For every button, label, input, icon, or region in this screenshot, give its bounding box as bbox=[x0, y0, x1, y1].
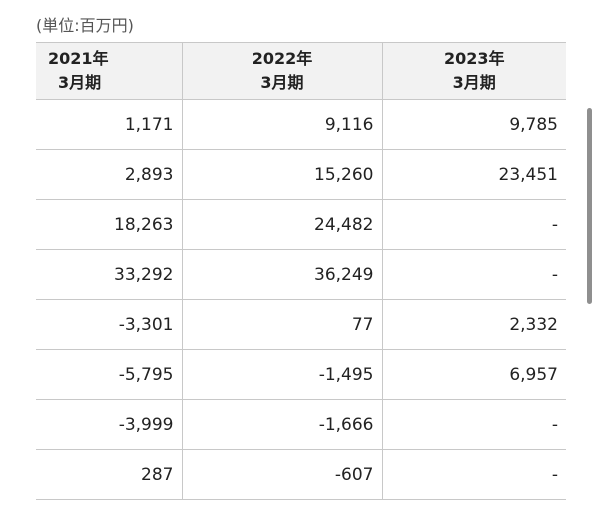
table-cell: 33,292 bbox=[36, 249, 182, 300]
table-cell: - bbox=[381, 399, 566, 450]
column-year: 2023年 bbox=[443, 49, 505, 68]
table-cell: 287 bbox=[36, 449, 182, 500]
table-cell: 18,263 bbox=[36, 199, 182, 250]
vertical-scrollbar[interactable] bbox=[587, 108, 592, 304]
column-period: 3月期 bbox=[452, 73, 496, 92]
table-row: 1,171 9,116 9,785 bbox=[36, 99, 566, 150]
table-cell: 15,260 bbox=[181, 149, 382, 200]
table-row: 287 -607 - bbox=[36, 449, 566, 500]
column-header-2021: 2021年 3月期 bbox=[36, 42, 182, 100]
table-cell: 2,893 bbox=[36, 149, 182, 200]
table-cell: - bbox=[381, 249, 566, 300]
table-cell: 2,332 bbox=[381, 299, 566, 350]
table-row: 2,893 15,260 23,451 bbox=[36, 149, 566, 200]
table-row: -3,301 77 2,332 bbox=[36, 299, 566, 350]
column-period: 3月期 bbox=[260, 73, 304, 92]
table-header-row: 2021年 3月期 2022年 3月期 2023年 3月期 bbox=[36, 42, 566, 100]
column-period: 3月期 bbox=[58, 73, 102, 92]
financial-table: 2021年 3月期 2022年 3月期 2023年 3月期 1,171 9,11… bbox=[36, 42, 566, 500]
column-header-2022: 2022年 3月期 bbox=[181, 42, 382, 100]
table-cell: -607 bbox=[181, 449, 382, 500]
table-cell: 9,785 bbox=[381, 99, 566, 150]
table-cell: -5,795 bbox=[36, 349, 182, 400]
table-row: -3,999 -1,666 - bbox=[36, 399, 566, 450]
table-cell: - bbox=[381, 199, 566, 250]
table-cell: -3,301 bbox=[36, 299, 182, 350]
table-row: 18,263 24,482 - bbox=[36, 199, 566, 250]
table-cell: 6,957 bbox=[381, 349, 566, 400]
column-year: 2021年 bbox=[48, 49, 109, 68]
column-year: 2022年 bbox=[251, 49, 313, 68]
table-row: 33,292 36,249 - bbox=[36, 249, 566, 300]
table-cell: 24,482 bbox=[181, 199, 382, 250]
unit-label: (単位:百万円) bbox=[36, 16, 134, 35]
table-cell: 23,451 bbox=[381, 149, 566, 200]
table-cell: 77 bbox=[181, 299, 382, 350]
table-cell: 1,171 bbox=[36, 99, 182, 150]
table-cell: -1,666 bbox=[181, 399, 382, 450]
table-row: -5,795 -1,495 6,957 bbox=[36, 349, 566, 400]
table-cell: 36,249 bbox=[181, 249, 382, 300]
table-cell: -1,495 bbox=[181, 349, 382, 400]
table-cell: -3,999 bbox=[36, 399, 182, 450]
table-cell: 9,116 bbox=[181, 99, 382, 150]
table-cell: - bbox=[381, 449, 566, 500]
column-header-2023: 2023年 3月期 bbox=[381, 42, 566, 100]
